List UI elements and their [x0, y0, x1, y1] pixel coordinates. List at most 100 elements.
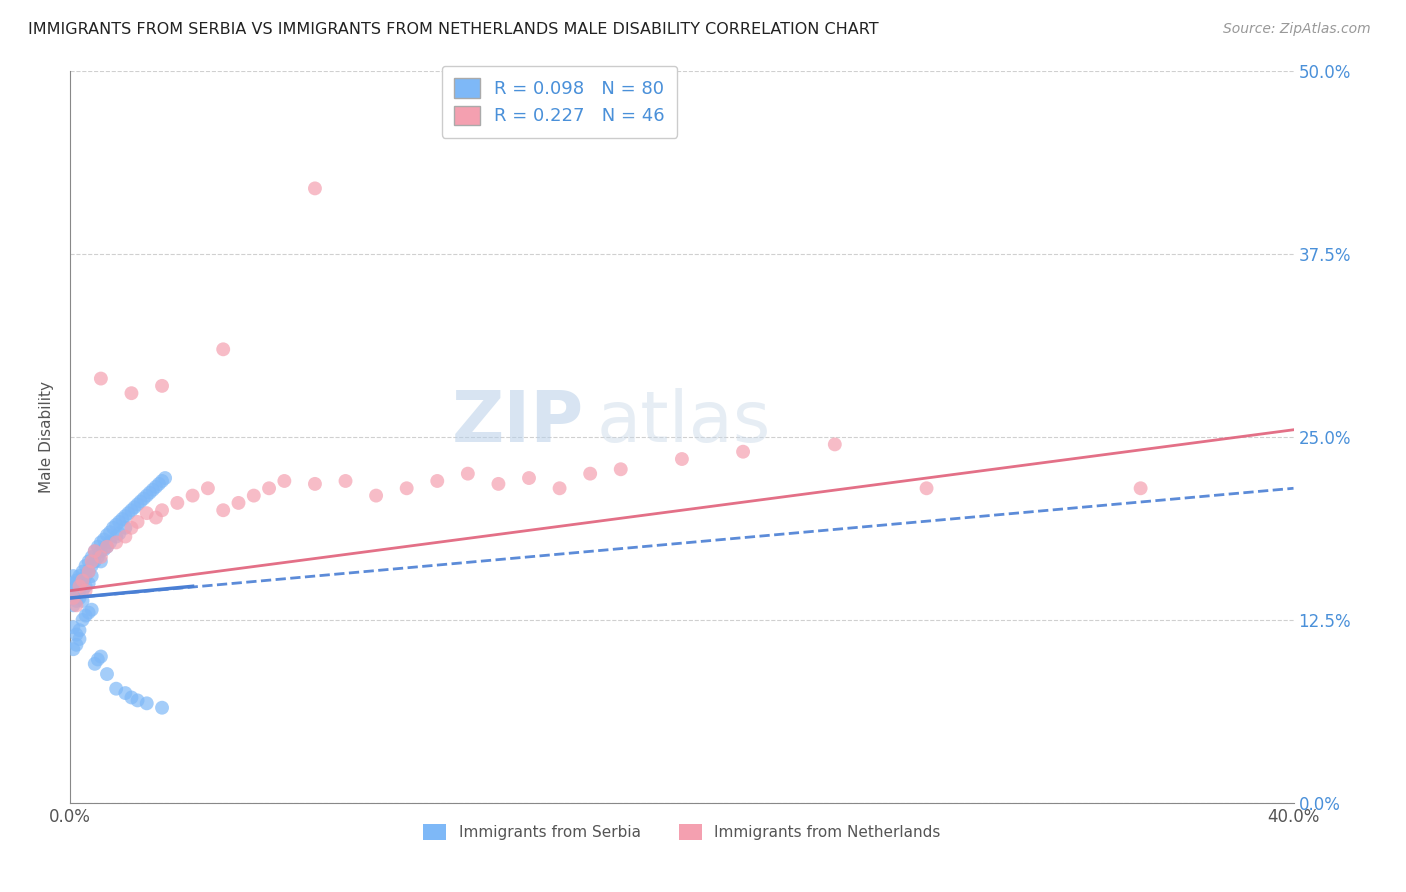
Point [69, 579, 91, 593]
Point [90, 544, 112, 558]
Point [127, 515, 149, 529]
Point [83, 554, 105, 568]
Point [75, 579, 97, 593]
Point [101, 521, 124, 535]
Point [62, 569, 84, 583]
Point [150, 379, 173, 393]
Point [105, 530, 128, 544]
Point [197, 481, 219, 495]
Text: IMMIGRANTS FROM SERBIA VS IMMIGRANTS FROM NETHERLANDS MALE DISABILITY CORRELATIO: IMMIGRANTS FROM SERBIA VS IMMIGRANTS FRO… [28, 22, 879, 37]
Point [72, 594, 94, 608]
Point [304, 476, 326, 491]
Point [117, 506, 139, 520]
Point [65, 599, 87, 613]
Point [98, 525, 121, 540]
Point [733, 444, 755, 458]
Point [166, 496, 188, 510]
Point [72, 613, 94, 627]
Point [75, 583, 97, 598]
Point [273, 474, 295, 488]
Point [90, 371, 112, 385]
Point [135, 489, 157, 503]
Point [62, 642, 84, 657]
Point [150, 503, 173, 517]
Point [80, 569, 103, 583]
Point [243, 489, 266, 503]
Point [121, 690, 143, 705]
Point [96, 528, 118, 542]
Point [127, 693, 149, 707]
Point [62, 583, 84, 598]
Point [395, 481, 418, 495]
Point [114, 530, 136, 544]
Point [111, 512, 134, 526]
Point [77, 565, 100, 579]
Point [824, 437, 846, 451]
Point [148, 476, 170, 491]
Point [90, 554, 112, 568]
Point [153, 471, 176, 485]
Point [105, 681, 128, 696]
Point [105, 517, 128, 532]
Point [96, 540, 118, 554]
Point [124, 500, 146, 515]
Point [65, 574, 87, 588]
Point [98, 535, 121, 549]
Point [80, 549, 103, 564]
Point [150, 700, 173, 714]
Point [114, 521, 136, 535]
Point [135, 506, 157, 520]
Point [65, 594, 87, 608]
Point [69, 583, 91, 598]
Point [87, 540, 110, 554]
Point [87, 549, 110, 564]
Point [77, 606, 100, 620]
Point [145, 480, 167, 494]
Point [257, 481, 280, 495]
Point [75, 558, 97, 573]
Point [105, 535, 128, 549]
Point [142, 483, 165, 497]
Point [366, 489, 388, 503]
Point [139, 485, 162, 500]
Point [114, 509, 136, 524]
Point [304, 181, 326, 195]
Point [135, 696, 157, 710]
Point [1129, 481, 1152, 495]
Point [80, 558, 103, 573]
Point [62, 591, 84, 605]
Point [72, 583, 94, 598]
Point [62, 599, 84, 613]
Point [457, 467, 479, 481]
Point [75, 608, 97, 623]
Point [90, 549, 112, 564]
Point [65, 586, 87, 600]
Point [488, 476, 510, 491]
Point [212, 503, 235, 517]
Point [62, 620, 84, 634]
Point [83, 657, 105, 671]
Point [129, 494, 152, 508]
Point [426, 474, 449, 488]
Point [132, 491, 155, 506]
Point [127, 497, 149, 511]
Point [548, 481, 571, 495]
Point [212, 343, 235, 357]
Point [62, 576, 84, 591]
Point [610, 462, 633, 476]
Point [75, 569, 97, 583]
Point [65, 638, 87, 652]
Point [72, 574, 94, 588]
Point [69, 569, 91, 583]
Point [77, 565, 100, 579]
Point [72, 565, 94, 579]
Point [121, 503, 143, 517]
Point [335, 474, 357, 488]
Point [121, 386, 143, 401]
Point [90, 649, 112, 664]
Point [83, 544, 105, 558]
Point [108, 515, 131, 529]
Point [69, 632, 91, 646]
Point [108, 526, 131, 541]
Point [77, 554, 100, 568]
